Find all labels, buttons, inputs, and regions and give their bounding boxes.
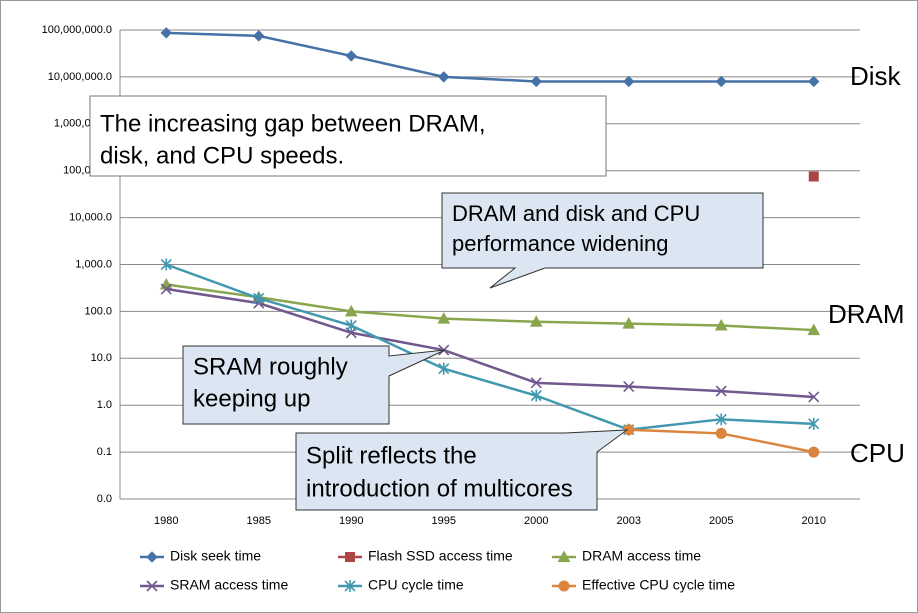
legend-marker — [557, 550, 571, 562]
marker — [344, 304, 358, 317]
y-tick-label: 10,000,000.0 — [48, 71, 112, 83]
marker — [253, 30, 265, 42]
marker — [715, 413, 727, 426]
marker — [808, 391, 820, 403]
marker — [345, 50, 357, 62]
legend-marker — [146, 551, 158, 563]
series-line — [166, 283, 814, 332]
marker — [253, 292, 265, 305]
x-tick-label: 1995 — [432, 515, 456, 527]
series-line — [166, 287, 814, 399]
marker — [530, 389, 542, 402]
end-label: CPU — [850, 438, 905, 468]
series-line — [166, 31, 814, 83]
marker — [160, 283, 172, 295]
x-tick-label: 1980 — [154, 515, 178, 527]
legend-marker — [344, 580, 356, 592]
annotation-text: The increasing gap between DRAM, — [100, 110, 486, 137]
legend-label: Disk seek time — [170, 548, 261, 564]
annotation-text: performance widening — [452, 231, 668, 256]
marker — [622, 317, 636, 329]
marker — [623, 380, 635, 393]
marker — [807, 323, 821, 336]
annotation-text: introduction of multicores — [306, 475, 573, 502]
marker — [715, 75, 727, 88]
marker — [808, 417, 820, 430]
series-line — [165, 263, 814, 431]
marker — [623, 75, 635, 88]
marker — [714, 318, 728, 331]
x-tick-label: 1985 — [247, 515, 271, 527]
annotation-text: SRAM roughly — [193, 353, 348, 380]
x-tick-label: 2003 — [617, 515, 641, 527]
callout-box — [295, 429, 629, 511]
y-tick-label: 0.1 — [97, 446, 112, 458]
annotation-text: keeping up — [193, 385, 310, 412]
legend-label: Effective CPU cycle time — [582, 577, 735, 593]
marker — [530, 377, 542, 389]
marker — [529, 315, 543, 327]
annotations: The increasing gap between DRAM, disk, a… — [89, 61, 905, 511]
legend-label: Flash SSD access time — [368, 548, 513, 564]
callout-box — [89, 95, 607, 177]
callout-box — [441, 192, 764, 289]
marker — [438, 71, 450, 83]
x-tick-label: 2000 — [524, 515, 548, 527]
legend-label: CPU cycle time — [368, 577, 464, 593]
x-tick-label: 2005 — [709, 515, 733, 527]
marker — [437, 312, 451, 324]
marker — [808, 171, 819, 182]
callout-box — [182, 345, 446, 425]
marker — [715, 428, 727, 439]
y-tick-label: 0.0 — [97, 493, 112, 505]
legend-marker — [558, 580, 570, 592]
legend-marker — [146, 580, 158, 592]
marker — [623, 424, 635, 436]
y-tick-label: 10,000.0 — [69, 212, 112, 224]
marker — [808, 446, 820, 458]
annotation-text: DRAM and disk and CPU — [452, 201, 700, 226]
end-label: DRAM — [828, 299, 905, 329]
x-tick-label: 2010 — [802, 515, 826, 527]
marker — [715, 385, 727, 397]
end-label: Disk — [850, 61, 902, 91]
y-tick-label: 10.0 — [91, 352, 112, 364]
marker — [808, 75, 820, 88]
annotation-text: disk, and CPU speeds. — [100, 142, 344, 169]
annotation-text: Split reflects the — [306, 442, 477, 469]
marker — [530, 75, 542, 88]
legend-label: SRAM access time — [170, 577, 288, 593]
legend-marker — [345, 552, 355, 562]
marker — [345, 319, 357, 332]
y-tick-label: 1,000.0 — [75, 258, 112, 270]
x-tick-label: 1990 — [339, 515, 363, 527]
y-tick-label: 100,000,000.0 — [42, 24, 112, 36]
legend-label: DRAM access time — [582, 548, 701, 564]
marker — [438, 362, 450, 375]
marker — [160, 27, 172, 39]
y-tick-label: 1.0 — [97, 399, 112, 411]
marker — [160, 258, 172, 271]
y-tick-label: 100.0 — [84, 305, 112, 317]
